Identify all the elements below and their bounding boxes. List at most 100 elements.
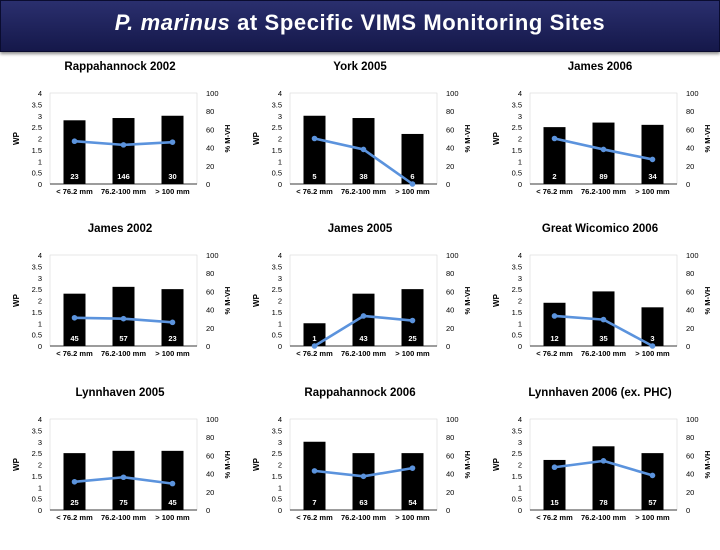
x-tick-label: < 76.2 mm bbox=[536, 513, 573, 522]
y-tick-right: 60 bbox=[206, 287, 214, 296]
chart-title: Great Wicomico 2006 bbox=[542, 223, 658, 235]
y-tick-left: 1.5 bbox=[32, 146, 42, 155]
line-point-mvh bbox=[311, 343, 318, 349]
x-tick-label: > 100 mm bbox=[155, 187, 190, 196]
bar-wp bbox=[63, 120, 86, 184]
line-point-mvh bbox=[311, 135, 318, 142]
chart-title: Rappahannock 2002 bbox=[64, 61, 175, 73]
x-tick-label: < 76.2 mm bbox=[296, 513, 333, 522]
x-tick-label: 76.2-100 mm bbox=[581, 187, 626, 196]
bar-wp bbox=[543, 127, 566, 184]
y-tick-left: 0 bbox=[278, 506, 282, 515]
bar-wp bbox=[352, 293, 375, 346]
y-tick-left: 3 bbox=[38, 438, 42, 447]
bar-count-label: 12 bbox=[550, 334, 558, 343]
y-tick-right: 100 bbox=[686, 89, 699, 98]
x-tick-label: > 100 mm bbox=[395, 187, 430, 196]
bar-wp bbox=[303, 323, 326, 346]
bar-count-label: 45 bbox=[168, 498, 176, 507]
x-tick-label: > 100 mm bbox=[635, 187, 670, 196]
y-axis-label-right: % M-VH bbox=[703, 287, 712, 315]
y-tick-right: 60 bbox=[446, 451, 454, 460]
x-tick-label: < 76.2 mm bbox=[296, 349, 333, 358]
y-tick-right: 60 bbox=[446, 125, 454, 134]
y-tick-right: 80 bbox=[206, 269, 214, 278]
bar-count-label: 1 bbox=[312, 334, 316, 343]
y-tick-left: 4 bbox=[278, 89, 282, 98]
y-tick-left: 3.5 bbox=[272, 426, 282, 435]
y-tick-right: 40 bbox=[206, 144, 214, 153]
y-tick-right: 0 bbox=[446, 506, 450, 515]
y-axis-label-left: WP bbox=[252, 131, 261, 145]
x-tick-label: 76.2-100 mm bbox=[341, 349, 386, 358]
y-axis-label-right: % M-VH bbox=[463, 125, 472, 153]
y-tick-right: 20 bbox=[206, 162, 214, 171]
y-tick-left: 2.5 bbox=[32, 449, 42, 458]
y-axis-label-left: WP bbox=[492, 457, 501, 471]
bar-count-label: 57 bbox=[119, 334, 127, 343]
chart-svg: Rappahannock 200600.511.522.533.54020406… bbox=[252, 387, 472, 522]
bar-wp bbox=[161, 289, 184, 346]
line-point-mvh bbox=[600, 458, 607, 464]
chart-panel: Rappahannock 2002 0 0.5 1 1.5 2 2.5 3 3.5 4 0 20 40 6… bbox=[0, 56, 240, 224]
y-axis-label-left: WP bbox=[252, 457, 261, 471]
line-point-mvh bbox=[649, 156, 656, 163]
y-tick-left: 4 bbox=[518, 415, 522, 424]
y-tick-right: 0 bbox=[206, 506, 210, 515]
title-species: P. marinus bbox=[114, 10, 231, 35]
bar-wp bbox=[352, 453, 375, 510]
y-tick-left: 0 bbox=[518, 342, 522, 351]
chart-svg: James 200600.511.522.533.54020406080100W… bbox=[492, 61, 712, 196]
y-axis-label-left: WP bbox=[492, 131, 501, 145]
chart-panel: Lynnhaven 2005 0 0.5 1 1.5 2 2.5 3 3.5 4 0 20 40 60 80… bbox=[0, 382, 240, 550]
chart-title: James 2002 bbox=[88, 223, 153, 235]
y-tick-left: 1.5 bbox=[272, 146, 282, 155]
y-axis-label-right: % M-VH bbox=[223, 287, 232, 315]
y-tick-left: 1 bbox=[518, 157, 522, 166]
bar-count-label: 3 bbox=[650, 334, 654, 343]
y-tick-left: 0 bbox=[518, 506, 522, 515]
bar-wp bbox=[161, 115, 184, 184]
y-tick-left: 1.5 bbox=[32, 308, 42, 317]
x-tick-label: 76.2-100 mm bbox=[341, 187, 386, 196]
y-tick-left: 3 bbox=[278, 438, 282, 447]
x-tick-label: < 76.2 mm bbox=[536, 349, 573, 358]
bar-count-label: 57 bbox=[648, 498, 656, 507]
line-point-mvh bbox=[409, 317, 416, 324]
line-point-mvh bbox=[120, 474, 127, 481]
y-tick-left: 3.5 bbox=[272, 262, 282, 271]
line-point-mvh bbox=[409, 465, 416, 471]
y-tick-right: 100 bbox=[446, 251, 459, 260]
y-tick-left: 0.5 bbox=[272, 169, 282, 178]
bar-count-label: 23 bbox=[168, 334, 176, 343]
bar-wp bbox=[641, 124, 664, 184]
y-tick-left: 4 bbox=[38, 251, 42, 260]
x-tick-label: 76.2-100 mm bbox=[101, 513, 146, 522]
bar-wp bbox=[592, 122, 615, 184]
y-tick-right: 80 bbox=[686, 269, 694, 278]
y-tick-left: 4 bbox=[518, 89, 522, 98]
y-tick-right: 0 bbox=[206, 342, 210, 351]
y-tick-right: 40 bbox=[686, 470, 694, 479]
x-tick-label: < 76.2 mm bbox=[56, 513, 93, 522]
line-point-mvh bbox=[311, 468, 318, 474]
slide-title: P. marinus at Specific VIMS Monitoring S… bbox=[0, 10, 720, 36]
line-point-mvh bbox=[169, 319, 176, 326]
y-tick-left: 2.5 bbox=[272, 449, 282, 458]
y-tick-left: 3.5 bbox=[512, 262, 522, 271]
y-tick-right: 40 bbox=[446, 306, 454, 315]
y-tick-left: 0 bbox=[278, 180, 282, 189]
y-tick-left: 2 bbox=[38, 461, 42, 470]
chart-svg: Rappahannock 200200.511.522.533.54020406… bbox=[12, 61, 232, 196]
line-point-mvh bbox=[409, 181, 416, 187]
y-tick-right: 80 bbox=[206, 433, 214, 442]
x-tick-label: 76.2-100 mm bbox=[341, 513, 386, 522]
x-tick-label: 76.2-100 mm bbox=[101, 349, 146, 358]
y-tick-left: 3.5 bbox=[32, 262, 42, 271]
y-tick-left: 0.5 bbox=[272, 495, 282, 504]
y-axis-label-left: WP bbox=[12, 457, 21, 471]
chart-panel: Great Wicomico 2006 0 0.5 1 1.5 2 2.5 3 3.5 4 0 20 4… bbox=[480, 218, 720, 386]
bar-wp bbox=[401, 133, 424, 184]
y-tick-left: 2.5 bbox=[32, 123, 42, 132]
y-tick-left: 0.5 bbox=[512, 169, 522, 178]
